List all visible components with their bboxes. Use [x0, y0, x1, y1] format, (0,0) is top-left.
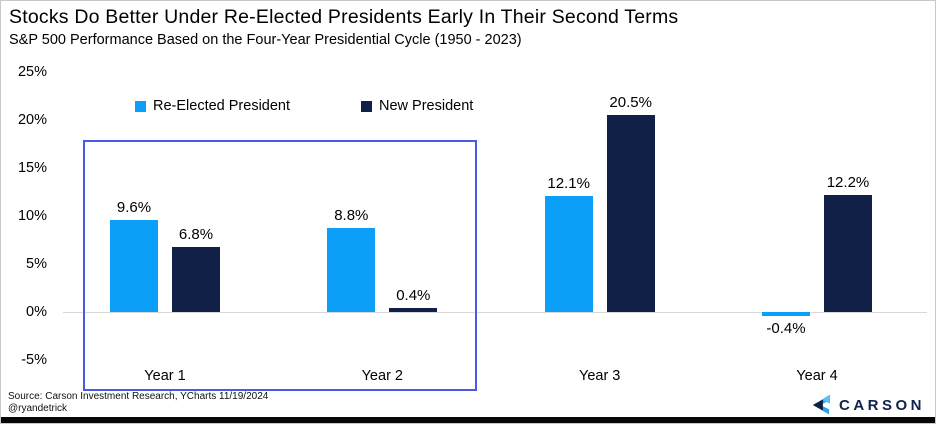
- legend-swatch-reelected-icon: [135, 101, 146, 112]
- bar-value-label: 12.2%: [826, 173, 870, 191]
- chart-subtitle: S&P 500 Performance Based on the Four-Ye…: [9, 32, 522, 48]
- bar-new-president-year-2: [389, 308, 438, 312]
- y-axis-tick: 20%: [17, 112, 47, 128]
- legend-item-new-president: New President: [361, 97, 473, 115]
- legend-label-new-president: New President: [379, 98, 474, 114]
- bar-reelected-year-2: [327, 227, 376, 312]
- bar-new-president-year-1: [172, 246, 220, 312]
- y-axis-tick: 5%: [26, 256, 47, 272]
- bar-value-label: 20.5%: [609, 94, 652, 112]
- bar-value-label: 0.4%: [396, 287, 431, 305]
- highlight-box-years-1-2: [83, 140, 477, 391]
- bar-new-president-year-4: [824, 194, 872, 312]
- source-handle: @ryandetrick: [8, 402, 68, 414]
- legend-label-reelected: Re-Elected President: [153, 98, 291, 114]
- x-axis-label: Year 4: [796, 368, 838, 384]
- x-axis-label: Year 2: [361, 368, 403, 384]
- x-axis-label: Year 3: [578, 368, 621, 384]
- carson-logo-icon: [812, 394, 831, 415]
- bottom-black-bar: [1, 417, 935, 423]
- bar-reelected-year-1: [110, 219, 158, 312]
- legend-swatch-new-president-icon: [361, 101, 372, 112]
- chart-title: Stocks Do Better Under Re-Elected Presid…: [9, 6, 679, 28]
- bar-value-label: -0.4%: [766, 319, 806, 337]
- y-axis-tick: -5%: [21, 352, 47, 368]
- bar-new-president-year-3: [606, 115, 655, 312]
- y-axis-tick: 0%: [26, 304, 47, 320]
- source-note: Source: Carson Investment Research, YCha…: [8, 391, 268, 414]
- y-axis-tick: 25%: [17, 64, 47, 80]
- source-line: Source: Carson Investment Research, YCha…: [8, 391, 269, 402]
- bar-reelected-year-3: [544, 195, 593, 312]
- bar-value-label: 12.1%: [547, 174, 590, 192]
- x-axis-label: Year 1: [144, 368, 186, 384]
- bar-value-label: 9.6%: [116, 198, 152, 216]
- legend-item-reelected-president: Re-Elected President: [135, 97, 290, 115]
- bar-value-label: 6.8%: [178, 225, 214, 243]
- zero-gridline: [63, 312, 927, 313]
- y-axis-tick: 10%: [17, 208, 47, 224]
- bar-value-label: 8.8%: [334, 206, 369, 224]
- bar-reelected-year-4: [762, 312, 810, 316]
- y-axis-tick: 15%: [17, 160, 47, 176]
- carson-logo-text: CARSON: [838, 396, 925, 414]
- carson-logo: CARSON: [810, 394, 925, 416]
